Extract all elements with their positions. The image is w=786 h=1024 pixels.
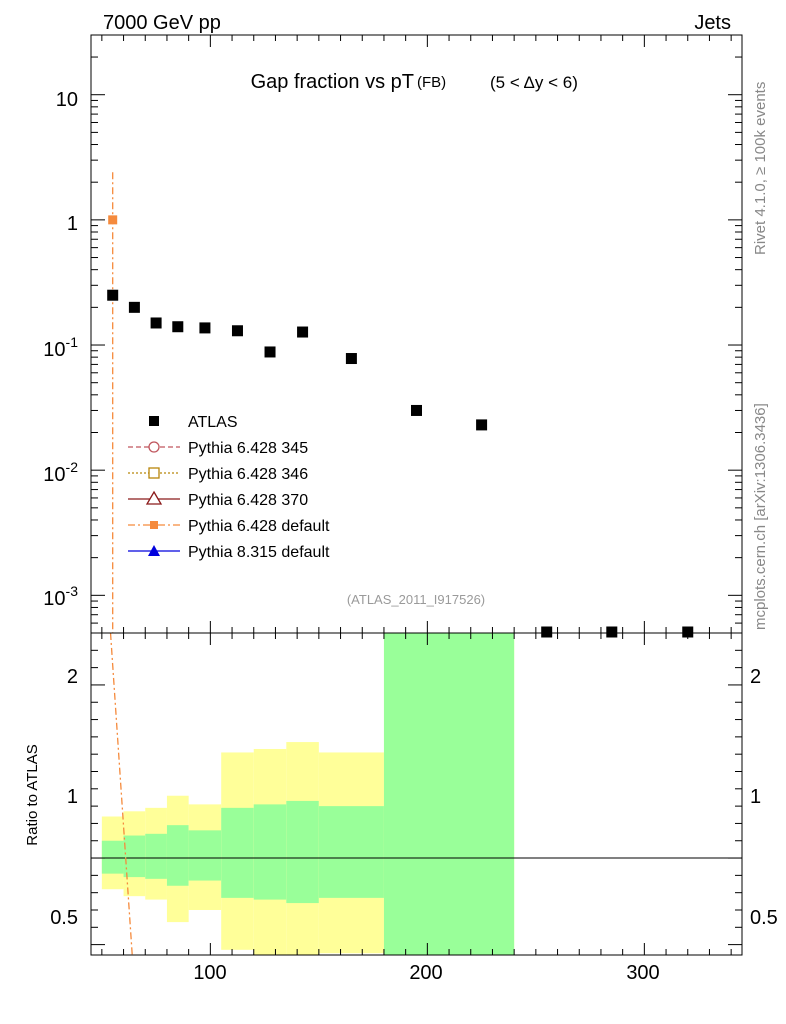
atlas-point-13 xyxy=(682,626,694,638)
stat-band-3 xyxy=(166,825,189,886)
legend-entry-pythia-345: Pythia 6.428 345 xyxy=(128,440,308,457)
atlas-point-5 xyxy=(231,325,243,337)
legend-entry-pythia-8-default: Pythia 8.315 default xyxy=(128,544,330,561)
plot-title-sub: (FB) xyxy=(417,74,446,91)
stat-band-0 xyxy=(101,840,124,874)
ratio-ytick-label-1: 1 xyxy=(67,786,78,808)
ratio-ytick-label-right-0.5: 0.5 xyxy=(750,907,778,929)
legend-label-pythia-346: Pythia 6.428 346 xyxy=(188,466,308,483)
mcplots-label: mcplots.cern.ch [arXiv:1306.3436] xyxy=(752,403,769,630)
atlas-point-0 xyxy=(107,289,119,301)
atlas-point-3 xyxy=(172,321,184,333)
ratio-ytick-label-2: 2 xyxy=(67,666,78,688)
atlas-point-9 xyxy=(411,404,422,416)
stat-band-6 xyxy=(253,804,287,900)
xtick-label-200: 200 xyxy=(409,962,442,984)
legend-marker-pythia-6-default xyxy=(150,521,158,529)
atlas-point-8 xyxy=(345,353,357,365)
legend-label-pythia-6-default: Pythia 6.428 default xyxy=(188,518,330,535)
stat-band-1 xyxy=(123,835,146,878)
ratio-plot-frame xyxy=(90,632,743,956)
legend-entry-pythia-370: Pythia 6.428 370 xyxy=(128,490,308,509)
header-right: Jets xyxy=(694,12,731,34)
axis-ticks xyxy=(91,34,742,955)
atlas-point-2 xyxy=(150,317,162,329)
atlas-point-12 xyxy=(606,626,618,638)
legend-marker-pythia-370 xyxy=(145,490,163,505)
ratio-pythia-6-default-line xyxy=(109,632,133,956)
stat-band-7 xyxy=(286,800,319,904)
ratio-ytick-label-right-1: 1 xyxy=(750,786,761,808)
data-markers xyxy=(91,172,742,956)
legend-marker-pythia-345 xyxy=(148,441,160,453)
legend-label-pythia-370: Pythia 6.428 370 xyxy=(188,492,308,509)
pythia-6-default-point xyxy=(108,215,118,225)
ratio-ytick-labels: 0.5 1 2 0.5 1 2 xyxy=(50,666,778,929)
legend-entry-pythia-6-default: Pythia 6.428 default xyxy=(128,518,330,535)
ratio-ylabel: Ratio to ATLAS xyxy=(24,744,41,845)
legend-label-pythia-8-default: Pythia 8.315 default xyxy=(188,544,330,561)
atlas-point-6 xyxy=(264,346,276,358)
xtick-label-100: 100 xyxy=(193,962,226,984)
legend-entry-pythia-346: Pythia 6.428 346 xyxy=(128,466,308,483)
atlas-point-4 xyxy=(199,322,211,334)
plot-title: Gap fraction vs pT xyxy=(251,71,414,93)
main-ytick-labels: 10-3 10-2 10-1 1 10 xyxy=(43,89,78,610)
legend-label-pythia-345: Pythia 6.428 345 xyxy=(188,440,308,457)
stat-band-5 xyxy=(221,807,254,898)
plot-title-range: (5 < Δy < 6) xyxy=(490,73,578,92)
legend-label-atlas: ATLAS xyxy=(188,414,238,431)
legend-marker-pythia-8-default xyxy=(148,545,160,556)
atlas-point-1 xyxy=(128,301,140,313)
ytick-label-1e-2: 10-2 xyxy=(43,459,78,486)
analysis-annotation: (ATLAS_2011_I917526) xyxy=(347,592,485,607)
xtick-label-300: 300 xyxy=(626,962,659,984)
atlas-point-11 xyxy=(541,626,553,638)
ratio-ytick-label-0.5: 0.5 xyxy=(50,907,78,929)
ratio-bands xyxy=(101,633,515,955)
ytick-label-10: 10 xyxy=(56,89,78,111)
stat-band-4 xyxy=(188,830,222,881)
header-left: 7000 GeV pp xyxy=(103,12,221,34)
rivet-label: Rivet 4.1.0, ≥ 100k events xyxy=(752,82,769,255)
legend-marker-atlas xyxy=(149,416,159,426)
legend-entry-atlas: ATLAS xyxy=(149,414,238,431)
ratio-ytick-label-right-2: 2 xyxy=(750,666,761,688)
ytick-label-1e-1: 10-1 xyxy=(43,334,78,361)
stat-band-8 xyxy=(318,806,384,898)
xtick-labels: 100 200 300 xyxy=(193,962,659,984)
legend-marker-pythia-346 xyxy=(148,467,160,479)
atlas-point-10 xyxy=(476,419,488,431)
stat-band-9 xyxy=(383,633,515,955)
legend: ATLAS Pythia 6.428 345 Pythia 6.428 346 … xyxy=(128,414,330,561)
atlas-point-7 xyxy=(297,326,309,338)
stat-band-2 xyxy=(145,833,167,879)
ytick-label-1e-3: 10-3 xyxy=(43,583,78,610)
ytick-label-1: 1 xyxy=(67,213,78,235)
